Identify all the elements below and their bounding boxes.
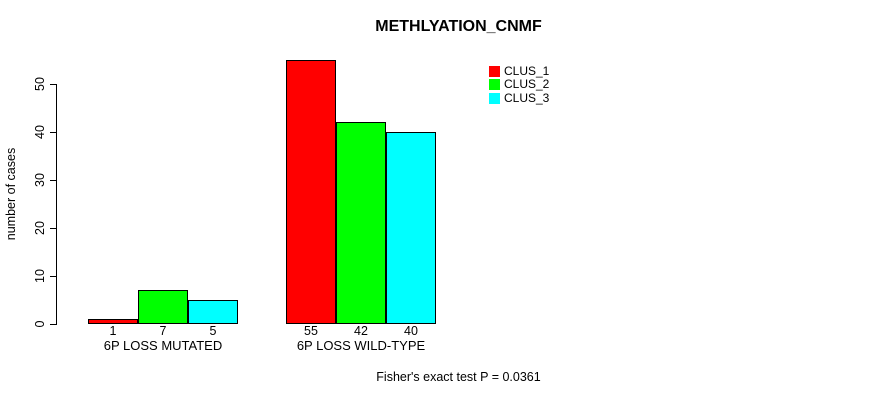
y-tick [50,83,57,85]
bar-clus_3-group2 [386,132,436,324]
chart-title: METHLYATION_CNMF [375,18,542,35]
y-tick-label: 20 [33,221,47,235]
legend-label: CLUS_3 [504,90,550,105]
legend-item: CLUS_1 [489,64,550,78]
bar-clus_2-group2 [336,122,386,324]
bar-value-label: 5 [209,324,217,338]
y-tick-label: 0 [33,320,47,328]
bar-clus_1-group2 [286,60,336,324]
category-label: 6P LOSS MUTATED [103,338,223,353]
y-tick [50,323,57,325]
y-axis-line [56,84,57,325]
legend-swatch-clus_3 [489,92,500,104]
bar-clus_1-group1 [88,319,138,324]
legend-swatch-clus_1 [489,66,500,77]
legend: CLUS_1 CLUS_2 CLUS_3 [489,64,550,106]
y-tick [50,131,57,133]
legend-item: CLUS_2 [489,77,550,92]
legend-swatch-clus_2 [489,79,500,91]
y-tick [50,179,57,181]
y-tick [50,227,57,229]
bar-value-label: 7 [159,324,167,338]
footnote-pvalue: Fisher's exact test P = 0.0361 [376,370,541,384]
legend-label: CLUS_1 [504,64,550,78]
bar-value-label: 1 [109,324,117,338]
bar-clus_2-group1 [138,290,188,324]
bar-value-label: 40 [404,324,418,338]
bar-value-label: 55 [304,324,318,338]
y-tick [50,275,57,277]
y-tick-label: 50 [33,77,47,91]
y-tick-label: 10 [33,269,47,283]
y-axis-title: number of cases [4,147,18,241]
bar-clus_3-group1 [188,300,238,324]
legend-item: CLUS_3 [489,90,550,105]
y-tick-label: 30 [33,173,47,187]
legend-label: CLUS_2 [504,77,550,92]
y-tick-label: 40 [33,125,47,139]
bar-value-label: 42 [354,324,368,338]
category-label: 6P LOSS WILD-TYPE [296,338,426,353]
